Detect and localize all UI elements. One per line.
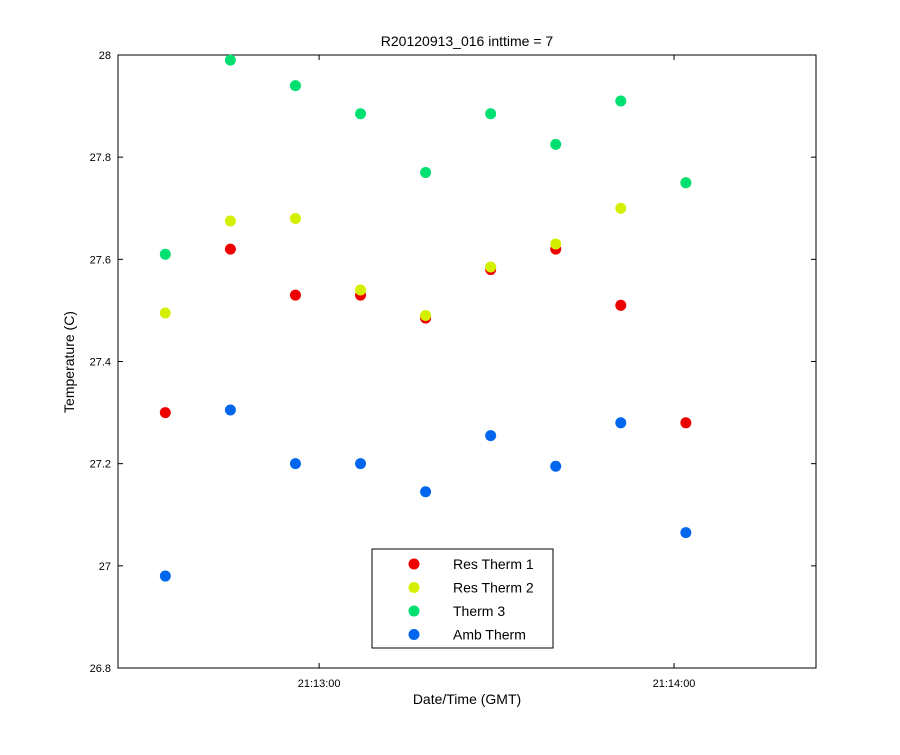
data-point [224,243,236,255]
data-point [159,248,171,260]
y-axis-title: Temperature (C) [61,311,77,413]
data-point [355,108,367,120]
data-point [289,458,301,470]
data-point [615,202,627,214]
legend-label: Res Therm 1 [453,556,534,572]
x-tick-label: 21:13:00 [298,678,341,690]
data-point [550,238,562,250]
data-point [224,215,236,227]
data-point [224,404,236,416]
series-3 [159,404,692,582]
legend-marker [408,582,420,593]
legend: Res Therm 1 Res Therm 2 Therm 3 Amb Therm [371,548,554,649]
data-point [355,458,367,470]
legend-items: Res Therm 1 Res Therm 2 Therm 3 Amb Therm [408,556,534,643]
y-tick-label: 27.6 [90,254,111,266]
data-point [485,108,497,120]
data-point [615,299,627,311]
legend-label: Res Therm 2 [453,580,534,596]
data-point [420,486,432,498]
x-tick-label: 21:14:00 [653,678,696,690]
legend-marker [408,558,420,570]
y-tick-label: 27.8 [90,152,111,164]
data-point [615,417,627,429]
legend-marker [408,605,420,617]
legend-label: Therm 3 [453,603,505,619]
data-point [420,310,432,322]
data-point [289,80,301,92]
ticks-layer: 26.8 27 27.2 27.4 27.6 27.8 28 21:13:00 21:14:00 [90,50,816,690]
y-tick-label: 27.4 [90,357,111,369]
data-point [680,417,692,429]
data-point [680,177,692,189]
y-tick-label: 27 [99,561,111,573]
points-layer [159,54,692,582]
legend-label: Amb Therm [453,627,526,643]
chart-title: R20120913_016 inttime = 7 [381,33,554,49]
y-tick-label: 28 [99,50,111,62]
data-point [289,289,301,301]
y-tick-label: 27.2 [90,459,111,471]
legend-box [371,548,554,649]
data-point [680,527,692,539]
data-point [355,284,367,296]
data-point [485,261,497,273]
data-point [159,307,171,319]
data-point [485,430,497,442]
data-point [615,95,627,107]
data-point [289,212,301,224]
data-point [420,166,432,178]
data-point [550,138,562,150]
data-point [159,407,171,419]
data-point [550,460,562,472]
y-tick-label: 26.8 [90,663,111,675]
data-point [224,54,236,66]
series-2 [159,54,692,260]
x-axis-title: Date/Time (GMT) [413,691,521,707]
legend-marker [408,629,420,640]
data-point [159,570,171,582]
